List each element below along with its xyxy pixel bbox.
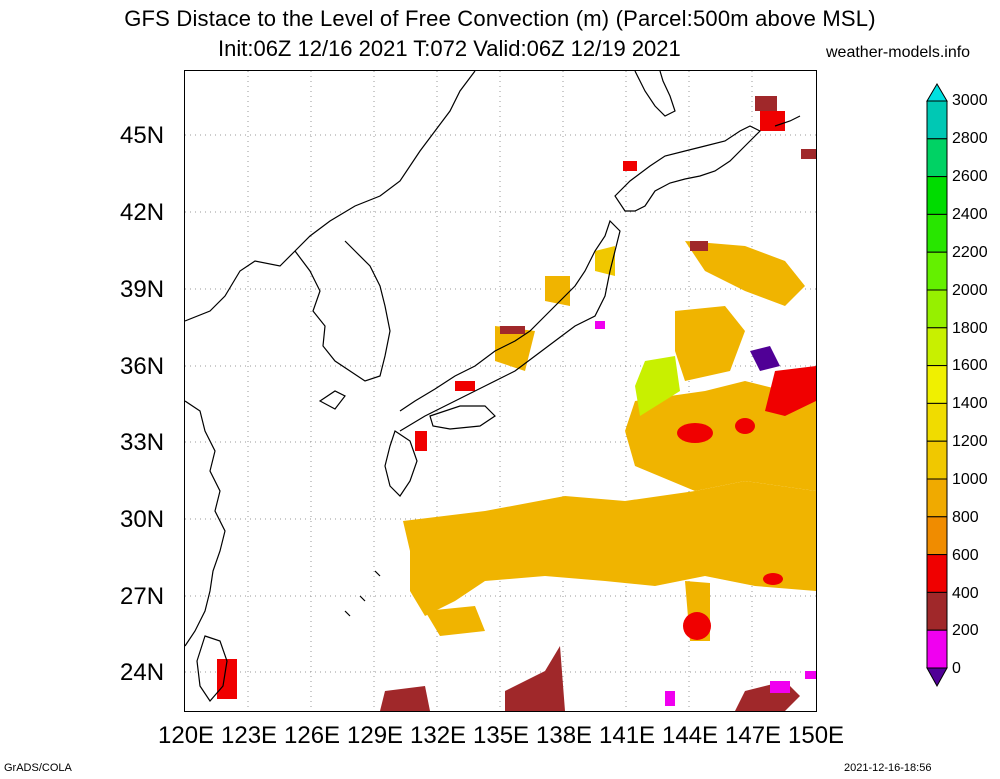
colorbar-bin xyxy=(926,591,948,631)
colorbar-label: 600 xyxy=(952,547,979,564)
colorbar-label: 0 xyxy=(952,660,961,677)
colorbar-bin xyxy=(926,629,948,669)
lon-label-147: 147E xyxy=(725,722,782,749)
lon-label-141: 141E xyxy=(599,722,656,749)
colorbar-bottom-arrow xyxy=(926,667,948,688)
lat-label-39: 39N xyxy=(120,276,165,303)
site-label: weather-models.info xyxy=(826,44,971,61)
colorbar-bin xyxy=(926,402,948,442)
colorbar-label: 2800 xyxy=(952,130,988,147)
lat-label-45: 45N xyxy=(120,122,165,149)
lat-label-36: 36N xyxy=(120,353,165,380)
lon-label-138: 138E xyxy=(536,722,593,749)
lat-label-24: 24N xyxy=(120,659,165,686)
colorbar-bin xyxy=(926,365,948,404)
footer-right: 2021-12-16-18:56 xyxy=(844,762,932,774)
map-svg xyxy=(185,71,816,711)
lat-label-30: 30N xyxy=(120,506,165,533)
colorbar-top-arrow xyxy=(926,83,948,102)
colorbar-bin xyxy=(926,440,948,480)
lon-label-126: 126E xyxy=(284,722,341,749)
colorbar xyxy=(926,83,948,688)
lon-label-150: 150E xyxy=(788,722,845,749)
lat-label-33: 33N xyxy=(120,429,165,456)
lon-label-120: 120E xyxy=(158,722,215,749)
colorbar-bin xyxy=(926,100,948,140)
lon-label-123: 123E xyxy=(221,722,278,749)
lfc-shading xyxy=(217,96,816,711)
colorbar-bin xyxy=(926,478,948,518)
colorbar-bin xyxy=(926,327,948,367)
footer-left: GrADS/COLA xyxy=(4,762,72,774)
colorbar-label: 1000 xyxy=(952,471,988,488)
colorbar-label: 1400 xyxy=(952,395,988,412)
colorbar-bin xyxy=(926,251,948,291)
chart-title: GFS Distace to the Level of Free Convect… xyxy=(124,6,876,31)
colorbar-label: 800 xyxy=(952,509,979,526)
colorbar-bin xyxy=(926,516,948,556)
lon-label-144: 144E xyxy=(662,722,719,749)
colorbar-label: 3000 xyxy=(952,92,988,109)
colorbar-label: 200 xyxy=(952,622,979,639)
colorbar-label: 1600 xyxy=(952,357,988,374)
colorbar-label: 400 xyxy=(952,585,979,602)
colorbar-label: 1200 xyxy=(952,433,988,450)
colorbar-label: 2600 xyxy=(952,168,988,185)
colorbar-bin xyxy=(926,138,948,178)
lon-label-135: 135E xyxy=(473,722,530,749)
coastlines xyxy=(185,71,801,702)
colorbar-label: 2200 xyxy=(952,244,988,261)
lon-label-132: 132E xyxy=(410,722,467,749)
colorbar-bin xyxy=(926,213,948,253)
map-panel xyxy=(184,70,817,712)
colorbar-bin xyxy=(926,289,948,329)
colorbar-label: 1800 xyxy=(952,320,988,337)
lat-label-27: 27N xyxy=(120,583,165,610)
colorbar-label: 2400 xyxy=(952,206,988,223)
colorbar-bin xyxy=(926,554,948,593)
colorbar-bin xyxy=(926,176,948,215)
colorbar-label: 2000 xyxy=(952,282,988,299)
lon-label-129: 129E xyxy=(347,722,404,749)
lat-label-42: 42N xyxy=(120,199,165,226)
